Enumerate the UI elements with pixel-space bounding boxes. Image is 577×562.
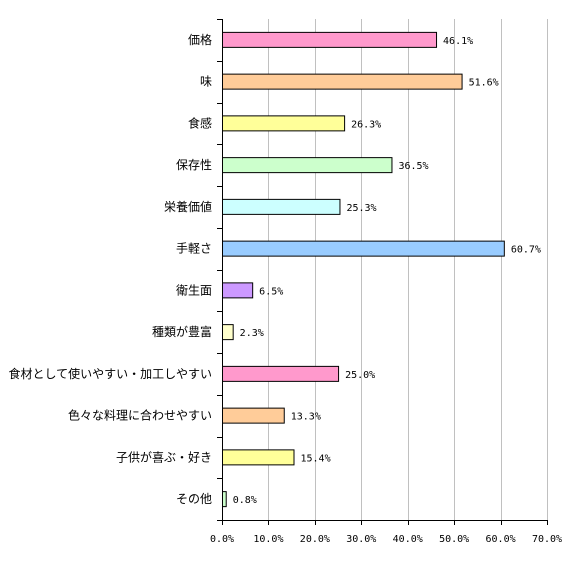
- bar: [222, 449, 295, 466]
- category-label: 保存性: [176, 158, 212, 172]
- data-label: 13.3%: [291, 412, 321, 423]
- category-label: 子供が喜ぶ・好き: [116, 449, 212, 464]
- bar: [222, 31, 438, 48]
- data-label: 36.5%: [398, 161, 428, 172]
- x-tick-label: 0.0%: [210, 534, 234, 545]
- bars: [222, 31, 505, 508]
- bar: [222, 491, 227, 508]
- x-tick-label: 60.0%: [486, 534, 516, 545]
- x-tick-label: 10.0%: [253, 534, 283, 545]
- category-label: 手軽さ: [176, 242, 212, 256]
- category-label: 食感: [188, 115, 212, 130]
- x-tick-label: 40.0%: [393, 534, 423, 545]
- data-label: 25.3%: [346, 203, 376, 214]
- category-label: 食材として使いやすい・加工しやすい: [8, 366, 212, 381]
- data-label: 25.0%: [345, 370, 375, 381]
- category-label: 衛生面: [176, 283, 212, 297]
- x-tick-label: 70.0%: [532, 534, 562, 545]
- x-tick-label: 50.0%: [439, 534, 469, 545]
- bar: [222, 324, 234, 341]
- category-label: その他: [176, 492, 212, 506]
- data-label: 0.8%: [233, 495, 257, 506]
- category-label: 種類が豊富: [152, 324, 212, 339]
- axes: [217, 19, 548, 525]
- x-tick-label: 30.0%: [346, 534, 376, 545]
- bar: [222, 407, 285, 424]
- bar: [222, 157, 393, 174]
- data-label: 60.7%: [511, 245, 541, 256]
- data-label: 46.1%: [443, 36, 473, 47]
- data-label: 26.3%: [351, 119, 381, 130]
- data-label: 15.4%: [301, 453, 331, 464]
- bar: [222, 365, 340, 382]
- grid-lines: [268, 19, 548, 520]
- x-tick-label: 20.0%: [300, 534, 330, 545]
- bar: [222, 240, 505, 257]
- category-label: 色々な料理に合わせやすい: [68, 408, 212, 423]
- bar: [222, 282, 254, 299]
- data-label: 51.6%: [469, 78, 499, 89]
- bar: [222, 198, 341, 215]
- bar: [222, 115, 346, 132]
- data-label: 2.3%: [240, 328, 264, 339]
- category-label: 栄養価値: [164, 199, 212, 214]
- category-label: 味: [200, 75, 212, 89]
- labels: 0.0% 10.0% 20.0% 30.0% 40.0% 50.0% 60.0% 70.0% 価…: [8, 32, 562, 545]
- data-label: 6.5%: [259, 286, 283, 297]
- bar: [222, 73, 463, 90]
- category-label: 価格: [188, 32, 212, 47]
